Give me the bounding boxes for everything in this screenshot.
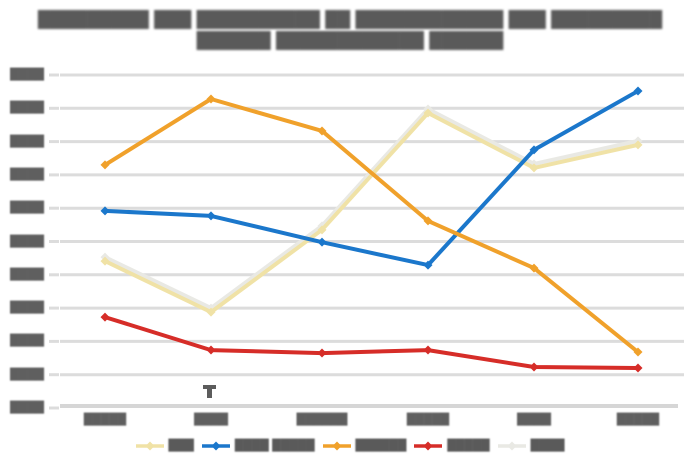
- series-marker: [100, 256, 110, 266]
- legend-label: ████: [530, 439, 565, 452]
- series-marker: [317, 237, 327, 247]
- series-marker: [529, 263, 539, 273]
- series-marker: [423, 216, 433, 226]
- series-marker: [206, 211, 216, 221]
- x-tick-label: █████: [83, 413, 127, 426]
- legend-swatch-icon: [201, 441, 230, 450]
- y-tick-label: ████: [10, 101, 44, 115]
- y-tick-label: ████: [10, 401, 44, 414]
- series-marker: [100, 206, 110, 216]
- legend-swatch-icon: [135, 441, 164, 450]
- y-tick-label: ████: [10, 267, 44, 281]
- series-marker: [317, 348, 327, 358]
- y-tick-label: ████: [10, 334, 44, 348]
- series-line: [103, 97, 640, 355]
- legend-item: █████: [414, 439, 490, 452]
- series-marker: [423, 108, 433, 118]
- series-marker: [206, 307, 216, 317]
- chart-title-line1: █████████ ███ ██████████ ██ ████████████…: [37, 10, 663, 29]
- series-marker: [633, 347, 643, 357]
- series-marker: [633, 363, 643, 373]
- legend-label: ████ █████: [234, 439, 315, 452]
- series-marker: [529, 145, 539, 155]
- series-marker: [100, 312, 110, 322]
- legend-label: █████: [447, 439, 490, 452]
- stray-mark: [203, 385, 216, 398]
- y-tick-label: ████: [10, 68, 44, 81]
- series-marker: [529, 163, 539, 173]
- chart-legend: ███ ████ █████ ██████ █████ ████: [0, 439, 700, 452]
- legend-item: ██████: [322, 439, 407, 452]
- series-marker: [423, 345, 433, 355]
- y-tick-label: ████: [10, 134, 44, 148]
- y-tick-label: ████: [10, 167, 44, 181]
- y-tick-label: ████: [10, 234, 44, 248]
- chart-title: █████████ ███ ██████████ ██ ████████████…: [0, 9, 700, 51]
- series-marker: [206, 94, 216, 104]
- series-marker: [423, 260, 433, 270]
- legend-item: ████: [497, 439, 565, 452]
- legend-label: ███: [168, 439, 194, 452]
- legend-item: ███: [135, 439, 194, 452]
- series-marker: [100, 160, 110, 170]
- x-tick-label: ████: [517, 413, 551, 426]
- x-tick-label: ████: [194, 413, 228, 426]
- chart-title-line2: ██████ ████████████ ██████: [196, 31, 504, 50]
- y-tick-label: ████: [10, 367, 44, 381]
- x-tick-label: █████: [616, 413, 660, 426]
- series-marker: [633, 140, 643, 150]
- series-marker: [529, 362, 539, 372]
- y-tick-label: ████: [10, 201, 44, 215]
- y-tick-label: ████: [10, 301, 44, 315]
- x-tick-label: ██████: [296, 413, 348, 426]
- legend-swatch-icon: [497, 441, 526, 450]
- legend-item: ████ █████: [201, 439, 315, 452]
- series-line: [103, 111, 640, 315]
- series-marker: [317, 126, 327, 136]
- legend-swatch-icon: [322, 441, 351, 450]
- series-line: [103, 107, 640, 311]
- legend-label: ██████: [355, 439, 407, 452]
- legend-swatch-icon: [414, 441, 443, 450]
- series-marker: [206, 345, 216, 355]
- series-line: [103, 89, 640, 268]
- x-tick-label: █████: [406, 413, 450, 426]
- series-marker: [633, 86, 643, 96]
- series-marker: [317, 225, 327, 235]
- series-line: [103, 315, 640, 370]
